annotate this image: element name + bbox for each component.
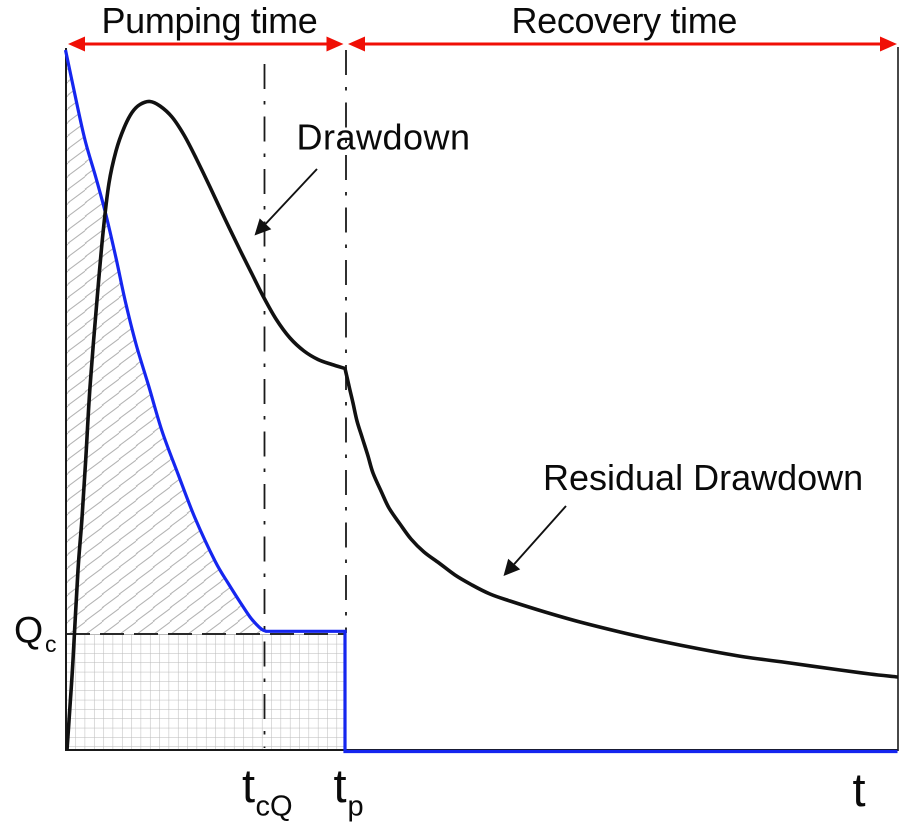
svg-text:p: p [348, 791, 364, 823]
svg-text:Pumping time: Pumping time [102, 0, 318, 41]
svg-text:t: t [242, 759, 255, 812]
svg-text:c: c [45, 631, 57, 657]
svg-text:Drawdown: Drawdown [297, 117, 471, 158]
svg-text:Residual Drawdown: Residual Drawdown [543, 457, 863, 498]
svg-text:t: t [334, 759, 347, 812]
svg-text:Q: Q [14, 609, 43, 651]
svg-text:cQ: cQ [256, 791, 293, 823]
svg-text:Recovery time: Recovery time [512, 0, 738, 41]
svg-text:t: t [853, 763, 866, 816]
